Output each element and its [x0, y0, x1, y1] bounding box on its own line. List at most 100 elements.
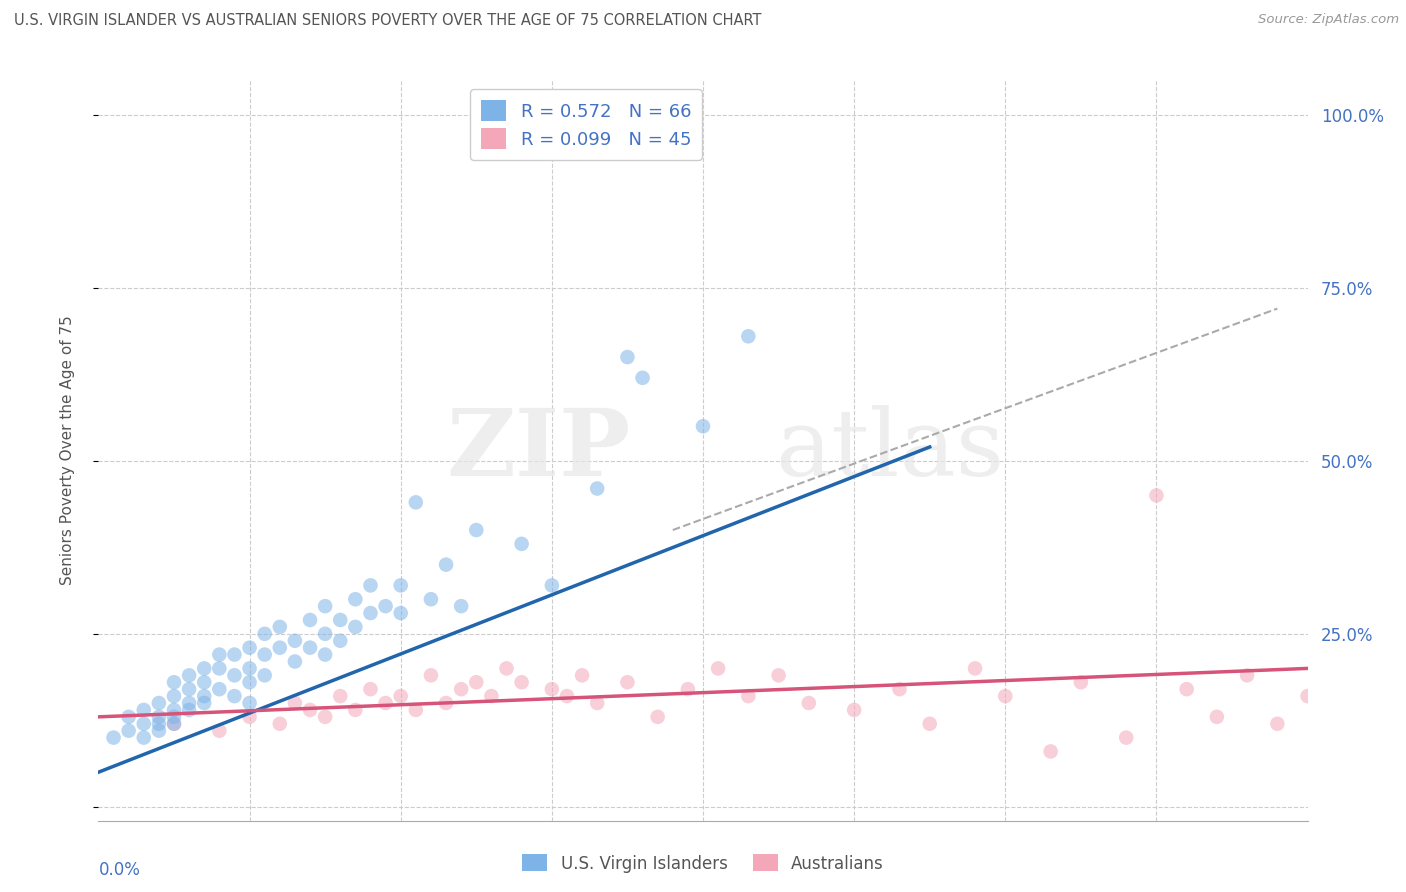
Point: [344, 592, 367, 607]
Point: [163, 716, 186, 731]
Point: [510, 537, 533, 551]
Point: [647, 710, 669, 724]
Point: [132, 703, 155, 717]
Point: [239, 710, 262, 724]
Point: [540, 578, 562, 592]
Point: [314, 599, 336, 614]
Point: [208, 648, 231, 662]
Point: [224, 689, 246, 703]
Point: [405, 495, 427, 509]
Point: [193, 661, 215, 675]
Point: [314, 648, 336, 662]
Point: [132, 731, 155, 745]
Point: [314, 710, 336, 724]
Point: [737, 689, 759, 703]
Point: [148, 696, 170, 710]
Legend: U.S. Virgin Islanders, Australians: U.S. Virgin Islanders, Australians: [516, 847, 890, 880]
Point: [360, 606, 382, 620]
Text: atlas: atlas: [776, 406, 1005, 495]
Point: [163, 716, 186, 731]
Point: [374, 696, 396, 710]
Point: [284, 633, 307, 648]
Point: [768, 668, 790, 682]
Point: [1236, 668, 1258, 682]
Point: [1296, 689, 1319, 703]
Point: [707, 661, 730, 675]
Point: [1115, 731, 1137, 745]
Text: Source: ZipAtlas.com: Source: ZipAtlas.com: [1258, 13, 1399, 27]
Point: [269, 716, 291, 731]
Point: [692, 419, 714, 434]
Legend: R = 0.572   N = 66, R = 0.099   N = 45: R = 0.572 N = 66, R = 0.099 N = 45: [470, 89, 702, 160]
Point: [118, 723, 141, 738]
Point: [389, 578, 412, 592]
Point: [269, 620, 291, 634]
Point: [918, 716, 941, 731]
Point: [208, 682, 231, 697]
Point: [737, 329, 759, 343]
Point: [1175, 682, 1198, 697]
Point: [495, 661, 517, 675]
Point: [132, 716, 155, 731]
Y-axis label: Seniors Poverty Over the Age of 75: Seniors Poverty Over the Age of 75: [60, 316, 75, 585]
Point: [1039, 744, 1062, 758]
Point: [389, 606, 412, 620]
Point: [1070, 675, 1092, 690]
Point: [965, 661, 987, 675]
Point: [253, 627, 276, 641]
Point: [405, 703, 427, 717]
Point: [481, 689, 503, 703]
Point: [586, 482, 609, 496]
Point: [193, 689, 215, 703]
Point: [269, 640, 291, 655]
Point: [253, 648, 276, 662]
Point: [299, 640, 322, 655]
Point: [193, 696, 215, 710]
Point: [360, 578, 382, 592]
Text: ZIP: ZIP: [446, 406, 630, 495]
Point: [844, 703, 866, 717]
Point: [179, 703, 201, 717]
Point: [344, 620, 367, 634]
Point: [253, 668, 276, 682]
Point: [224, 648, 246, 662]
Point: [103, 731, 125, 745]
Point: [208, 661, 231, 675]
Point: [329, 689, 352, 703]
Point: [571, 668, 593, 682]
Point: [389, 689, 412, 703]
Point: [284, 655, 307, 669]
Point: [797, 696, 820, 710]
Point: [193, 675, 215, 690]
Point: [540, 682, 562, 697]
Point: [148, 716, 170, 731]
Point: [284, 696, 307, 710]
Point: [208, 723, 231, 738]
Point: [889, 682, 911, 697]
Point: [1206, 710, 1229, 724]
Point: [676, 682, 699, 697]
Point: [586, 696, 609, 710]
Point: [631, 371, 654, 385]
Point: [434, 696, 457, 710]
Point: [148, 723, 170, 738]
Text: U.S. VIRGIN ISLANDER VS AUSTRALIAN SENIORS POVERTY OVER THE AGE OF 75 CORRELATIO: U.S. VIRGIN ISLANDER VS AUSTRALIAN SENIO…: [14, 13, 762, 29]
Point: [179, 682, 201, 697]
Point: [1267, 716, 1289, 731]
Point: [118, 710, 141, 724]
Point: [239, 640, 262, 655]
Point: [374, 599, 396, 614]
Point: [450, 599, 472, 614]
Point: [616, 675, 638, 690]
Point: [163, 703, 186, 717]
Point: [179, 696, 201, 710]
Point: [224, 668, 246, 682]
Point: [179, 668, 201, 682]
Point: [239, 696, 262, 710]
Point: [344, 703, 367, 717]
Point: [420, 668, 443, 682]
Point: [239, 661, 262, 675]
Point: [329, 633, 352, 648]
Point: [148, 710, 170, 724]
Point: [360, 682, 382, 697]
